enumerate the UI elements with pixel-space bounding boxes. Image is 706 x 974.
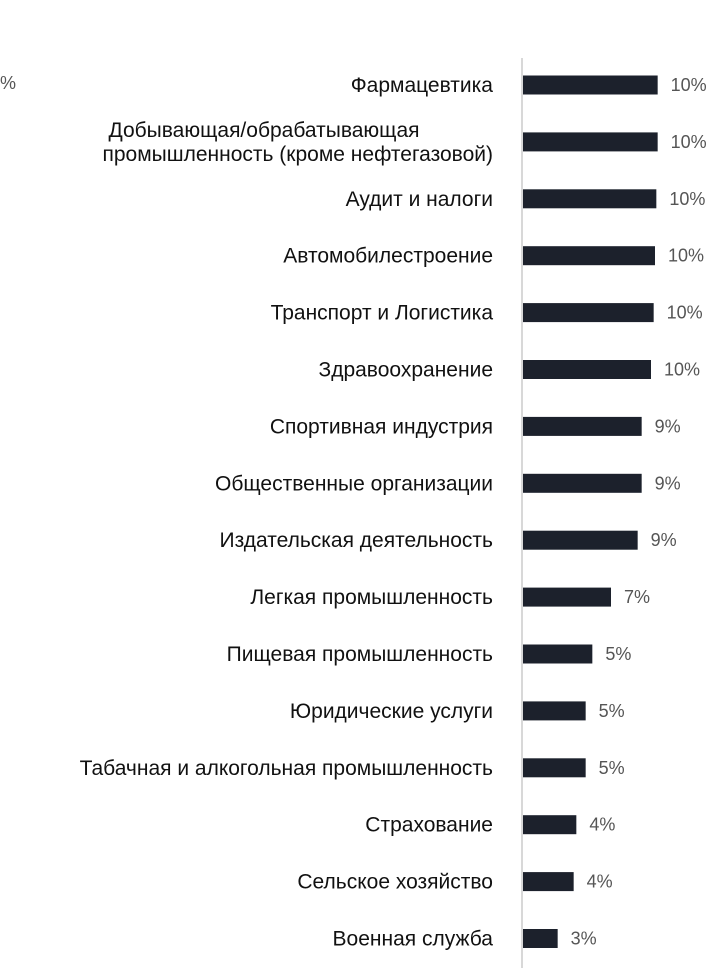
category-label-9: Издательская деятельность xyxy=(219,529,493,552)
value-labels-layer: 10% 10% 10% 10% 10% 10% 9% 9% 9% 7% 5% 5% 5% 4% 4% 3% xyxy=(571,75,706,949)
category-label-3: Аудит и налоги xyxy=(346,188,493,211)
value-label-16: 3% xyxy=(571,929,597,949)
value-label-11: 5% xyxy=(605,644,631,664)
value-label-6: 10% xyxy=(664,360,700,380)
bar-5 xyxy=(523,303,654,323)
category-label-14: Страхование xyxy=(365,814,493,837)
bar-2 xyxy=(523,132,658,152)
category-label-1: Фармацевтика xyxy=(351,74,494,97)
category-label-16: Военная служба xyxy=(333,928,494,951)
value-label-8: 9% xyxy=(655,473,681,493)
bar-11 xyxy=(523,644,593,664)
value-label-9: 9% xyxy=(651,530,677,550)
bar-12 xyxy=(523,701,586,721)
bar-7 xyxy=(523,416,642,436)
bar-9 xyxy=(523,530,638,550)
value-label-4: 10% xyxy=(668,246,704,266)
category-label-4: Автомобилестроение xyxy=(283,245,493,268)
bar-14 xyxy=(523,815,577,835)
value-label-12: 5% xyxy=(599,701,625,721)
bar-13 xyxy=(523,758,586,778)
value-label-5: 10% xyxy=(667,303,703,323)
value-label-2: 10% xyxy=(671,132,706,152)
bar-3 xyxy=(523,189,657,209)
bar-10 xyxy=(523,587,611,607)
category-label-11: Пищевая промышленность xyxy=(227,643,493,666)
category-label-15: Сельское хозяйство xyxy=(297,871,493,894)
value-label-13: 5% xyxy=(599,758,625,778)
bars-layer xyxy=(523,75,658,948)
category-label-13: Табачная и алкогольная промышленность xyxy=(80,757,493,780)
bar-1 xyxy=(523,75,658,95)
bar-6 xyxy=(523,360,651,379)
category-label-12: Юридические услуги xyxy=(290,700,493,723)
category-label-5: Транспорт и Логистика xyxy=(271,302,494,325)
bar-4 xyxy=(523,246,655,266)
bar-15 xyxy=(523,872,574,892)
value-label-1: 10% xyxy=(671,75,706,95)
category-labels-layer: Фармацевтика Добывающая/обрабатывающаяпро… xyxy=(80,74,494,951)
value-label-7: 9% xyxy=(655,416,681,436)
category-label-8: Общественные организации xyxy=(215,472,493,495)
bar-16 xyxy=(523,929,558,948)
value-label-3: 10% xyxy=(669,189,705,209)
category-label-7: Спортивная индустрия xyxy=(270,415,493,438)
cutoff-percent-fragment: % xyxy=(0,73,16,93)
bar-8 xyxy=(523,473,642,493)
value-label-14: 4% xyxy=(589,815,615,835)
category-label-10: Легкая промышленность xyxy=(250,586,493,609)
category-label-6: Здравоохранение xyxy=(319,359,493,382)
category-label-2-line-2: промышленность (кроме нефтегазовой) xyxy=(103,143,494,166)
value-label-15: 4% xyxy=(587,872,613,892)
value-label-10: 7% xyxy=(624,587,650,607)
category-label-2-line-1: Добывающая/обрабатывающая xyxy=(109,119,420,142)
